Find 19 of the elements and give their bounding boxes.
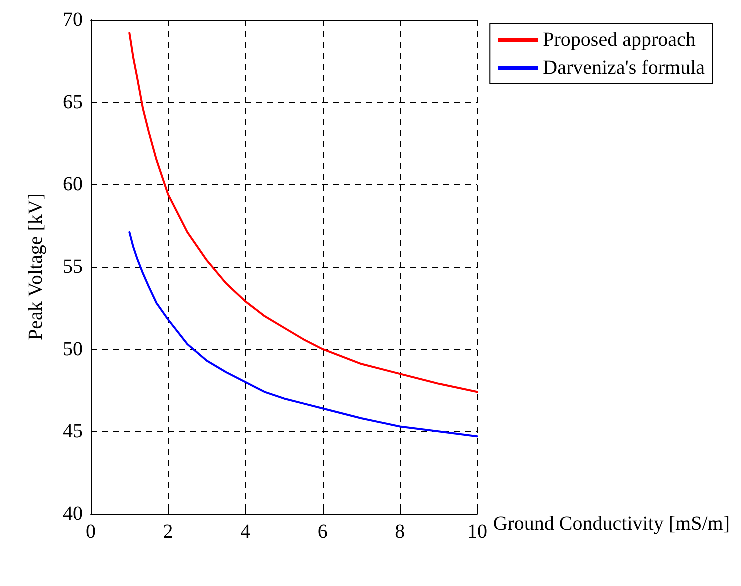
y-tick-label: 40 bbox=[63, 503, 83, 525]
x-tick-label: 6 bbox=[318, 521, 328, 543]
x-tick-label: 10 bbox=[467, 521, 488, 543]
x-axis-title: Ground Conductivity [mS/m] bbox=[493, 513, 730, 535]
x-tick-label: 0 bbox=[86, 521, 96, 543]
legend-label: Darveniza's formula bbox=[543, 57, 706, 79]
x-tick-label: 2 bbox=[163, 521, 174, 543]
y-axis-title: Peak Voltage [kV] bbox=[25, 193, 47, 341]
y-tick-label: 65 bbox=[63, 91, 83, 114]
y-tick-label: 60 bbox=[63, 174, 83, 196]
legend-label: Proposed approach bbox=[543, 29, 696, 51]
x-tick-label: 8 bbox=[395, 521, 406, 543]
y-tick-label: 45 bbox=[63, 420, 83, 443]
y-tick-label: 55 bbox=[63, 256, 83, 278]
y-tick-label: 70 bbox=[63, 9, 83, 31]
line-series bbox=[128, 32, 478, 394]
x-tick-label: 4 bbox=[240, 521, 251, 543]
y-tick-label: 50 bbox=[63, 338, 83, 360]
line-series bbox=[128, 231, 478, 438]
